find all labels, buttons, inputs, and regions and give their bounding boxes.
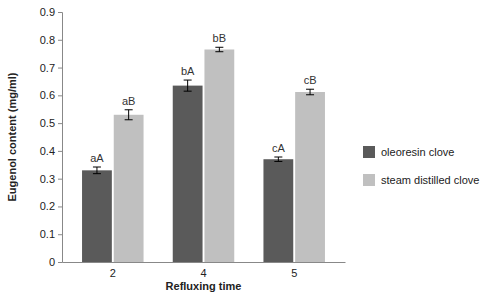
annotation: cB [304,74,317,86]
legend-label: steam distilled clove [381,174,479,186]
error-cap [306,89,314,90]
error-cap [125,119,133,120]
error-stem [128,110,129,120]
error-bar [93,167,101,174]
error-cap [306,94,314,95]
y-tick: 0.4 [40,145,62,157]
bar [295,92,325,262]
series [82,80,293,262]
bar [82,170,112,262]
y-tick-mark [58,151,62,152]
annotation: bB [213,32,226,44]
y-tick-mark [58,95,62,96]
error-cap [215,51,223,52]
legend: oleoresin clove steam distilled clove [363,146,479,186]
y-tick: 0.3 [40,173,62,185]
y-tick-label: 0.7 [40,62,55,74]
annotation: bA [181,65,195,77]
x-tick-label: 5 [291,267,297,279]
y-tick-label: 0.6 [40,89,55,101]
error-bar [125,110,133,120]
y-tick: 0.8 [40,34,62,46]
legend-swatch [363,146,375,158]
y-tick-mark [58,262,62,263]
x-axis-title: Refluxing time [166,280,242,292]
y-tick-label: 0.9 [40,6,55,18]
y-tick-label: 0.3 [40,173,55,185]
y-tick: 0.2 [40,200,62,212]
legend-swatch [363,174,375,186]
y-tick-mark [58,234,62,235]
error-cap [93,173,101,174]
error-cap [184,80,192,81]
error-stem [219,47,220,51]
error-cap [125,109,133,110]
error-bar [215,47,223,51]
error-cap [274,161,282,162]
error-cap [93,167,101,168]
y-tick: 0.5 [40,117,62,129]
y-tick-mark [58,179,62,180]
error-cap [274,157,282,158]
y-tick-mark [58,123,62,124]
plot: aA bA cA aB bB cB 0 0.1 0.2 0.3 0.4 0.5 0.6 0.7 0.8 0.9… [40,6,346,279]
x-tick-label: 4 [200,267,206,279]
legend-item: steam distilled clove [363,174,479,186]
y-tick-label: 0.8 [40,34,55,46]
y-tick-label: 0.5 [40,117,55,129]
x-tick: 2 [110,262,116,279]
y-axis-line [58,13,63,263]
legend-label: oleoresin clove [381,146,454,158]
y-tick-label: 0.1 [40,228,55,240]
y-tick-label: 0.4 [40,145,55,157]
x-tick-label: 2 [110,267,116,279]
y-tick-mark [58,68,62,69]
y-tick: 0 [49,256,62,268]
x-tick: 4 [200,262,206,279]
bar [204,50,234,263]
y-tick: 0.1 [40,228,62,240]
annotations: aA bA cA aB bB cB [90,32,316,164]
bar [263,159,293,262]
annotation: cA [272,142,286,154]
chart: aA bA cA aB bB cB 0 0.1 0.2 0.3 0.4 0.5 0.6 0.7 0.8 0.9… [0,0,500,294]
x-tick: 5 [291,262,297,279]
y-tick: 0.9 [40,6,62,18]
bars [82,47,325,262]
error-stem [310,89,311,95]
annotation: aA [90,152,104,164]
error-cap [215,47,223,48]
y-tick-mark [58,40,62,41]
error-stem [187,80,188,91]
series [114,47,325,262]
x-axis: 2 4 5 [63,262,346,279]
y-tick-mark [58,12,62,13]
error-bar [184,80,192,91]
annotation: aB [122,95,135,107]
y-tick-label: 0 [49,256,55,268]
bar [173,86,203,262]
y-axis: 0 0.1 0.2 0.3 0.4 0.5 0.6 0.7 0.8 0.9 [40,6,63,268]
error-stem [96,167,97,174]
y-axis-title: Eugenol content (mg/ml) [6,72,18,201]
x-axis-line [63,262,346,263]
legend-item: oleoresin clove [363,146,454,158]
error-cap [184,91,192,92]
y-tick-label: 0.2 [40,200,55,212]
y-tick: 0.6 [40,89,62,101]
y-tick-mark [58,206,62,207]
y-tick: 0.7 [40,62,62,74]
bar [114,115,144,262]
error-bar [306,89,314,95]
error-bar [274,157,282,161]
error-stem [278,157,279,161]
